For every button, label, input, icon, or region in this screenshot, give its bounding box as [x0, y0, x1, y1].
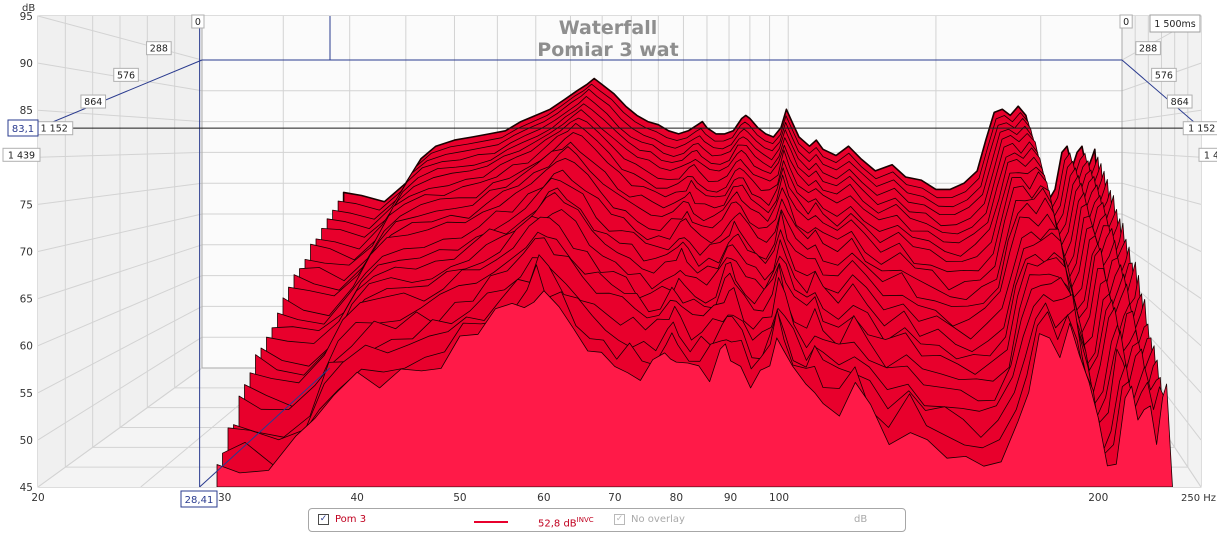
y-tick-label: 85 — [20, 105, 33, 117]
y-tick-label: 60 — [20, 341, 33, 353]
time-label-left-text: 0 — [195, 17, 201, 28]
time-label-right-box — [1119, 14, 1133, 29]
series-value-number: 52,8 dB — [538, 518, 577, 530]
time-label-left: 864 — [80, 94, 107, 109]
x-tick-labels: 20 30 40 50 60 70 80 90 100 200 — [31, 492, 1108, 504]
series-color-swatch — [474, 521, 508, 523]
time-label-left-text: 288 — [150, 44, 168, 55]
time-label-right-text: 0 — [1123, 17, 1129, 28]
time-label-right-text: 864 — [1171, 97, 1189, 108]
time-axis-labels: 0 0 288 288 576 576 864 864 1 152 1 152 1 439 1 439 — [2, 14, 1217, 162]
overlay-unit: dB — [854, 514, 868, 525]
x-cursor-line-floor — [199, 367, 331, 488]
overlay-checkbox[interactable]: ✓ — [614, 514, 625, 525]
time-label-right: 1 152 — [1182, 121, 1217, 136]
y-tick-label: 50 — [20, 435, 33, 447]
chart-title: Waterfall — [559, 17, 658, 39]
time-label-left: 1 152 — [35, 121, 74, 136]
time-label-right-box — [1182, 121, 1217, 136]
time-label-left-box — [146, 41, 172, 56]
time-label-left-text: 1 439 — [8, 150, 35, 161]
time-max-box: 1 500ms — [1149, 14, 1201, 33]
y-tick-label: 55 — [20, 388, 33, 400]
x-cursor-value: 28,41 — [185, 495, 214, 506]
time-label-right-box — [1135, 41, 1161, 56]
x-tick-label: 70 — [608, 492, 621, 504]
y-cursor-value: 83,1 — [12, 124, 34, 135]
max-level-line-right — [1121, 59, 1202, 129]
overlay-label: No overlay — [631, 514, 685, 525]
x-cursor-readout[interactable]: 28,41 — [180, 490, 218, 508]
time-label-right-box — [1198, 147, 1217, 162]
time-label-right-text: 576 — [1155, 70, 1173, 81]
x-tick-label: 200 — [1088, 492, 1108, 504]
time-label-left: 0 — [191, 14, 205, 29]
waterfall-plot[interactable]: 45 50 55 60 65 70 75 80 85 90 95 20 30 40 50 60 70 80 90 1… — [0, 0, 1217, 508]
x-tick-label: 80 — [670, 492, 683, 504]
time-label-left-text: 1 152 — [41, 124, 68, 135]
time-label-right: 576 — [1151, 67, 1177, 82]
y-tick-label: 65 — [20, 294, 33, 306]
x-tick-label: 40 — [350, 492, 363, 504]
time-label-right-box — [1166, 94, 1193, 109]
waterfall-surface — [216, 77, 1173, 487]
time-label-left-box — [113, 67, 139, 82]
chart-subtitle: Pomiar 3 wat — [537, 39, 678, 61]
x-tick-label: 60 — [537, 492, 550, 504]
time-label-right: 288 — [1135, 41, 1161, 56]
y-tick-label: 95 — [20, 11, 33, 23]
time-label-right: 864 — [1166, 94, 1193, 109]
time-label-left-box — [2, 147, 41, 162]
time-label-right-text: 1 152 — [1188, 124, 1215, 135]
time-label-right-box — [1151, 67, 1177, 82]
time-label-right: 0 — [1119, 14, 1133, 29]
time-label-left-text: 864 — [84, 97, 102, 108]
time-label-left: 288 — [146, 41, 172, 56]
time-label-right-text: 1 439 — [1204, 150, 1217, 161]
series-name: Pom 3 — [335, 514, 367, 525]
cursor-lines — [37, 16, 1202, 488]
y-tick-labels: 4550556065707580859095 — [20, 11, 33, 494]
time-label-left-box — [191, 14, 205, 29]
waterfall-slice — [216, 290, 1173, 487]
x-tick-label: 20 — [31, 492, 44, 504]
y-tick-label: 70 — [20, 247, 33, 259]
x-unit-label: 250 Hz — [1181, 493, 1216, 504]
max-level-line-left — [37, 59, 203, 129]
series-value: 52,8 dBINVC — [538, 513, 594, 531]
y-cursor-readout[interactable]: 83,1 — [7, 119, 39, 137]
x-tick-label: 90 — [724, 492, 737, 504]
series-value-suffix: INVC — [576, 516, 594, 524]
y-tick-label: 45 — [20, 482, 33, 494]
time-label-left-text: 576 — [117, 70, 135, 81]
time-label-left: 576 — [113, 67, 139, 82]
time-label-right: 1 439 — [1198, 147, 1217, 162]
x-tick-label: 50 — [453, 492, 466, 504]
time-label-left-box — [80, 94, 107, 109]
time-max-label: 1 500ms — [1154, 19, 1195, 30]
x-tick-label: 30 — [218, 492, 231, 504]
y-unit-label: dB — [22, 3, 35, 14]
time-label-right-text: 288 — [1139, 44, 1157, 55]
series-checkbox[interactable]: ✓ — [318, 514, 329, 525]
time-label-left: 1 439 — [2, 147, 41, 162]
legend-panel: ✓ Pom 3 52,8 dBINVC ✓ No overlay dB — [308, 508, 906, 532]
x-tick-label: 100 — [769, 492, 789, 504]
y-tick-label: 75 — [20, 199, 33, 211]
y-tick-label: 90 — [20, 58, 33, 70]
